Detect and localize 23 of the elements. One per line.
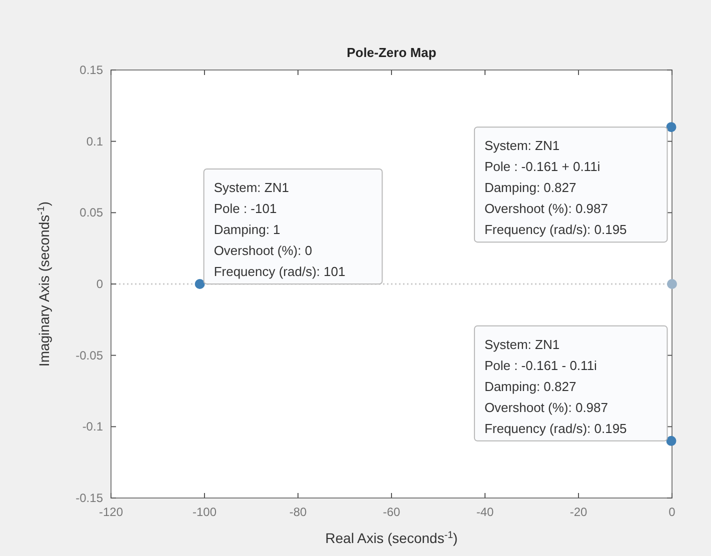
annotation: System: ZN1 Pole : -0.161 - 0.11i Damping: 0.827 Overshoot (%): 0.987 Frequency (rad/s): 0.195 bbox=[484, 336, 627, 436]
x-tick-label: -100 bbox=[192, 505, 217, 519]
y-tick-label: -0.15 bbox=[76, 491, 104, 505]
y-tick-label: 0.15 bbox=[80, 63, 104, 77]
x-tick-label: -20 bbox=[570, 505, 588, 519]
point bbox=[194, 279, 205, 289]
y-tick-label: -0.1 bbox=[82, 420, 104, 434]
annotation: System: ZN1 Pole : -0.161 + 0.11i Damping: 0.827 Overshoot (%): 0.987 Frequency (rad/s): 0.195 bbox=[484, 138, 627, 238]
y-tick-label: 0.1 bbox=[86, 134, 104, 148]
point bbox=[666, 122, 676, 132]
point bbox=[667, 279, 677, 289]
chart-title: Pole-Zero Map bbox=[346, 45, 436, 60]
x-tick-label: -60 bbox=[382, 505, 400, 519]
x-tick-label: -80 bbox=[289, 505, 307, 519]
y-tick-label: -0.05 bbox=[76, 348, 104, 362]
x-tick-label: 0 bbox=[668, 505, 676, 519]
y-tick-label: 0 bbox=[96, 277, 104, 291]
x-tick-label: -120 bbox=[98, 505, 124, 519]
x-axis-title: Real Axis (seconds$^{-1}$) bbox=[325, 530, 458, 546]
annotation: System: ZN1 Pole : -101 Damping: 1 Overshoot (%): 0 Frequency (rad/s): 101 bbox=[214, 180, 346, 279]
x-tick-label: -40 bbox=[476, 505, 494, 519]
point bbox=[666, 436, 676, 446]
y-tick-label: 0.05 bbox=[80, 206, 104, 220]
